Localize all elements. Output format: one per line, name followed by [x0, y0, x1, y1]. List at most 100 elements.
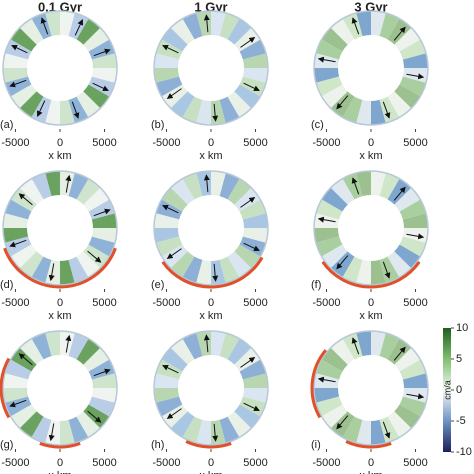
mantle-segment — [68, 96, 89, 124]
mantle-segment — [371, 259, 386, 285]
mantle-segment — [379, 332, 400, 360]
mantle-segment — [91, 388, 117, 403]
mantle-segment — [394, 84, 421, 109]
x-tick-label: 0 — [57, 457, 63, 469]
panel-label: (c) — [311, 119, 324, 131]
panel-label: (f) — [311, 279, 321, 291]
mantle-segment — [242, 388, 268, 403]
x-tick-label: 5000 — [403, 137, 427, 149]
mantle-segment — [219, 172, 240, 200]
flow-arrow — [351, 337, 360, 355]
mantle-segment — [321, 187, 348, 212]
mantle-segment — [239, 396, 267, 417]
flow-arrow — [212, 423, 219, 442]
mantle-segment — [379, 416, 400, 444]
x-axis-label: x km — [199, 470, 222, 474]
panel-label: (e) — [151, 279, 164, 291]
flow-arrow — [162, 204, 179, 214]
mantle-segment — [182, 256, 203, 284]
mantle-segment — [211, 11, 226, 37]
mantle-segment — [170, 91, 195, 118]
mantle-segment — [356, 11, 371, 37]
mantle-segment — [394, 244, 421, 269]
mantle-segment — [3, 373, 29, 388]
flow-arrow — [166, 408, 182, 419]
mantle-segment — [399, 199, 427, 220]
flow-arrow — [203, 334, 210, 353]
flow-arrow — [336, 415, 349, 430]
outer-boundary — [313, 10, 429, 126]
mantle-segment — [31, 332, 52, 360]
mantle-segment — [399, 396, 427, 417]
x-axis-label: x km — [359, 470, 382, 474]
mantle-segment — [234, 244, 261, 269]
mantle-segment — [91, 68, 117, 83]
mantle-segment — [330, 251, 355, 278]
x-tick-label: 5000 — [92, 297, 116, 309]
x-tick-label: 5000 — [403, 297, 427, 309]
flow-arrow — [92, 82, 109, 92]
mantle-segment — [182, 332, 203, 360]
mantle-segment — [68, 12, 89, 40]
mantle-segment — [161, 404, 188, 429]
mantle-segment — [314, 228, 340, 243]
panel-label: (i) — [311, 439, 321, 451]
mantle-segment — [4, 199, 32, 220]
mantle-segment — [83, 187, 110, 212]
continent — [0, 357, 11, 419]
flow-arrow — [162, 44, 179, 54]
mantle-segment — [315, 76, 343, 97]
mantle-segment — [45, 99, 60, 125]
mantle-segment — [371, 419, 386, 445]
flow-arrow — [40, 17, 49, 35]
flow-arrow — [317, 376, 336, 383]
mantle-segment — [399, 39, 427, 60]
mantle-segment — [4, 396, 32, 417]
mantle-segment — [330, 411, 355, 438]
x-tick-label: 5000 — [92, 457, 116, 469]
mantle-segment — [60, 259, 75, 285]
flow-arrow — [406, 393, 425, 400]
mantle-segment — [60, 419, 75, 445]
mantle-segment — [31, 172, 52, 200]
mantle-segment — [60, 11, 75, 37]
mantle-segment — [45, 171, 60, 197]
x-tick-label: -5000 — [1, 457, 29, 469]
mantle-segment — [387, 178, 412, 205]
mantle-segment — [402, 53, 428, 68]
flow-arrow — [48, 423, 55, 442]
mantle-segment — [161, 187, 188, 212]
x-tick-label: 0 — [57, 297, 63, 309]
mantle-segment — [219, 96, 240, 124]
continent — [310, 349, 327, 419]
flow-arrow — [9, 399, 27, 408]
mantle-segment — [387, 338, 412, 365]
flow-arrow — [166, 88, 182, 99]
mantle-segment — [10, 404, 37, 429]
mantle-segment — [196, 419, 211, 445]
outer-boundary — [313, 330, 429, 446]
x-axis-label: x km — [48, 470, 71, 474]
mantle-segment — [234, 404, 261, 429]
flow-arrow — [393, 26, 406, 41]
mantle-segment — [83, 27, 110, 52]
mantle-segment — [182, 172, 203, 200]
x-tick-label: 5000 — [243, 457, 267, 469]
colorbar-tick-label: 5 — [456, 353, 462, 365]
mantle-segment — [3, 388, 29, 403]
colorbar-tick-label: -10 — [456, 446, 472, 458]
mantle-segment — [4, 39, 32, 60]
mantle-segment — [60, 99, 75, 125]
flow-arrow — [9, 239, 27, 248]
mantle-segment — [239, 39, 267, 60]
mantle-segment — [242, 53, 268, 68]
mantle-segment — [219, 416, 240, 444]
mantle-segment — [387, 18, 412, 45]
flow-arrow — [203, 174, 210, 193]
flow-arrow — [48, 263, 55, 282]
mantle-segment — [315, 199, 343, 220]
mantle-segment — [154, 68, 180, 83]
mantle-segment — [399, 359, 427, 380]
mantle-segment — [356, 259, 371, 285]
mantle-segment — [19, 18, 44, 45]
